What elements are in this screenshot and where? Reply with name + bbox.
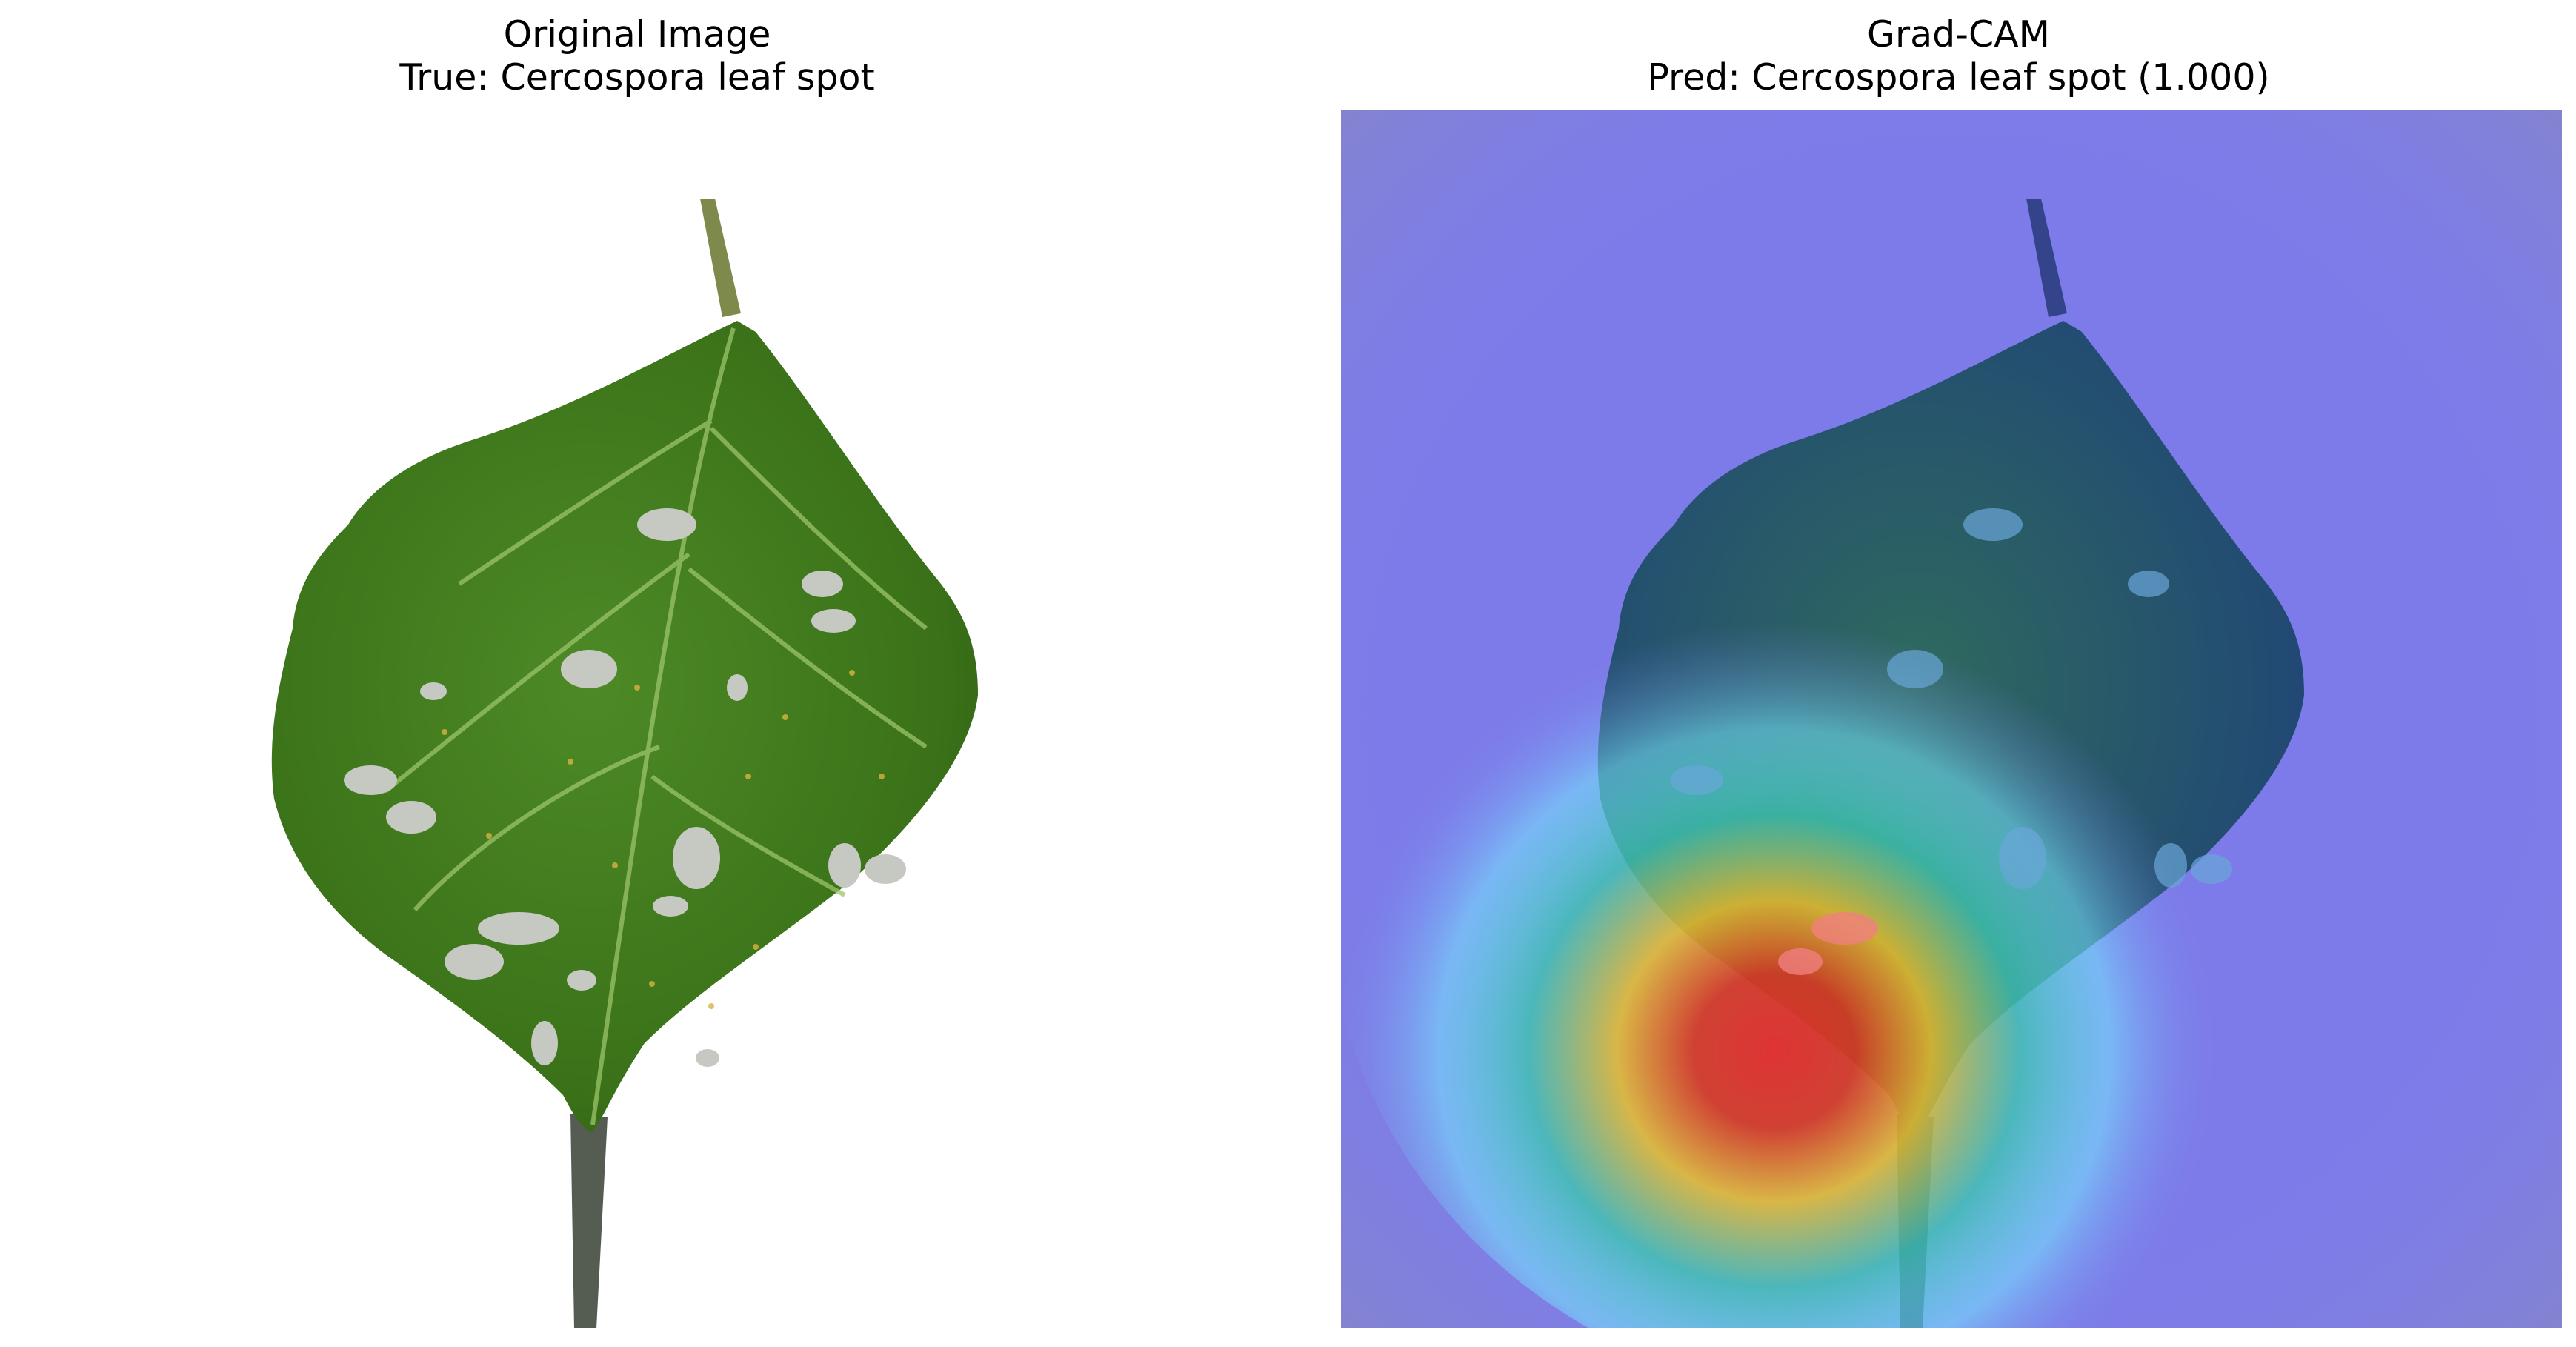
original-image-panel: Original Image True: Cercospora leaf spo… <box>0 0 1274 1347</box>
gradcam-stem-top <box>2026 199 2067 317</box>
leaf-veins <box>384 327 928 1125</box>
true-label-text: True: Cercospora leaf spot <box>399 56 875 99</box>
leaf-body <box>271 321 978 1132</box>
gradcam-title-text: Grad-CAM <box>1867 13 2050 56</box>
original-image-title-text: Original Image <box>503 13 771 56</box>
stem-bottom <box>570 1114 608 1328</box>
original-leaf-svg <box>0 110 1274 1328</box>
gradcam-title: Grad-CAM Pred: Cercospora leaf spot (1.0… <box>1341 13 2576 99</box>
gradcam-svg <box>1341 110 2562 1328</box>
stem-top <box>700 199 741 317</box>
gradcam-lesions <box>1670 508 2232 889</box>
prediction-label-text: Pred: Cercospora leaf spot (1.000) <box>1647 56 2270 99</box>
leaf-specks <box>442 670 885 1009</box>
gradcam-heat-region <box>1341 376 2393 1328</box>
gradcam-overlay-image <box>1341 110 2562 1328</box>
original-image-title: Original Image True: Cercospora leaf spo… <box>0 13 1274 99</box>
leaf-lesions <box>344 508 906 1067</box>
gradcam-panel: Grad-CAM Pred: Cercospora leaf spot (1.0… <box>1341 0 2576 1347</box>
gradcam-hot-lesions <box>1778 912 1878 975</box>
original-leaf-image <box>0 110 1274 1328</box>
